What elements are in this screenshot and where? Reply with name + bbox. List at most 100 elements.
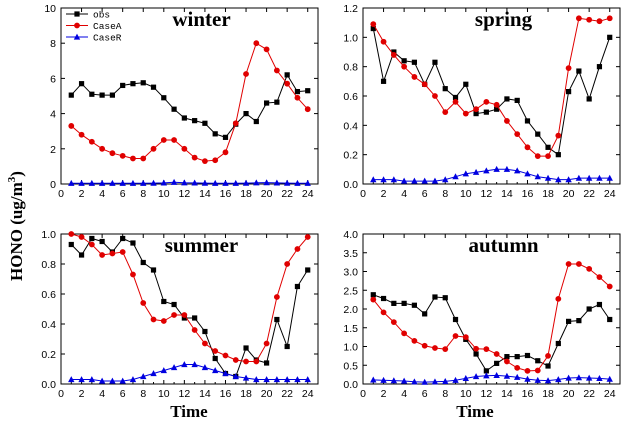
x-axis-title-left: Time — [170, 402, 208, 421]
data-point-CaseA — [370, 296, 377, 303]
x-tick-label: 0 — [360, 388, 366, 400]
series-CaseR — [68, 361, 311, 384]
data-point-CaseR — [370, 176, 377, 183]
data-point-obs — [68, 92, 74, 98]
data-point-CaseR — [88, 376, 96, 383]
x-tick-label: 16 — [522, 388, 534, 400]
data-point-obs — [524, 352, 531, 359]
data-point-CaseA — [442, 346, 449, 353]
data-point-obs — [130, 81, 136, 87]
legend-entry-CaseA: CaseA — [66, 21, 122, 32]
x-tick-label: 10 — [158, 388, 170, 400]
data-point-CaseA — [411, 337, 418, 344]
data-point-CaseR — [483, 372, 490, 379]
legend-label: CaseA — [93, 21, 122, 32]
series-line-CaseA — [372, 263, 611, 372]
data-point-obs — [140, 80, 146, 86]
x-tick-label: 4 — [99, 388, 105, 400]
data-point-CaseA — [232, 120, 239, 127]
data-point-CaseR — [585, 174, 593, 181]
data-point-CaseR — [273, 179, 281, 186]
data-point-obs — [576, 318, 582, 324]
x-tick-label: 16 — [220, 388, 232, 400]
y-tick-label: 4.0 — [343, 229, 358, 241]
data-point-CaseR — [191, 179, 198, 186]
data-point-CaseA — [130, 155, 136, 162]
data-point-CaseR — [294, 179, 301, 186]
panel-spring: 0 2 4 6 8 10 12 14 16 18 20 22 240.00.20.40.60.81.01… — [343, 3, 621, 200]
legend-label: obs — [93, 10, 110, 21]
data-point-CaseR — [242, 179, 250, 186]
data-point-CaseA — [130, 271, 136, 278]
data-point-CaseR — [596, 174, 603, 181]
data-point-CaseA — [68, 123, 75, 129]
data-point-obs — [78, 252, 85, 258]
data-point-CaseR — [452, 173, 459, 180]
series-line-CaseA — [372, 17, 610, 157]
data-point-CaseA — [524, 367, 531, 374]
y-tick-label: 10 — [44, 3, 56, 15]
data-point-obs — [514, 354, 520, 360]
data-point-obs — [607, 34, 613, 40]
data-point-CaseA — [514, 364, 521, 371]
data-point-CaseR — [555, 376, 562, 383]
x-tick-label: 4 — [99, 188, 105, 200]
data-point-CaseR — [191, 361, 198, 368]
data-point-CaseA — [150, 316, 157, 323]
data-point-CaseR — [150, 370, 157, 377]
data-point-CaseA — [263, 340, 270, 347]
data-point-obs — [99, 238, 105, 245]
y-tick-label: 0.0 — [343, 179, 358, 191]
data-point-obs — [161, 298, 167, 305]
x-tick-label: 16 — [220, 188, 232, 200]
legend-marker — [73, 33, 81, 40]
data-point-CaseA — [504, 358, 510, 365]
series-line-CaseR — [373, 374, 610, 383]
x-tick-label: 6 — [120, 388, 126, 400]
x-tick-label: 14 — [199, 188, 211, 200]
y-tick-label: 0.2 — [343, 150, 358, 162]
data-point-CaseR — [555, 176, 562, 183]
data-point-CaseA — [493, 101, 500, 108]
series-CaseR — [370, 165, 613, 184]
data-point-obs — [483, 109, 489, 115]
data-point-obs — [391, 300, 397, 306]
data-point-obs — [370, 292, 376, 298]
data-point-obs — [432, 59, 438, 65]
data-point-obs — [566, 318, 572, 324]
x-tick-label: 20 — [563, 388, 575, 400]
y-axis-title: HONO (ug/m3) — [6, 171, 26, 281]
data-point-obs — [294, 283, 301, 290]
data-point-CaseA — [191, 154, 198, 161]
legend-entry-obs: obs — [66, 10, 110, 21]
data-point-CaseR — [503, 372, 511, 379]
y-tick-label: 0.2 — [41, 349, 56, 361]
data-point-CaseA — [483, 346, 490, 353]
x-tick-label: 18 — [542, 188, 554, 200]
legend-entry-CaseR: CaseR — [66, 33, 122, 44]
data-point-CaseA — [575, 15, 582, 22]
series-obs — [370, 25, 613, 158]
data-point-CaseA — [160, 318, 167, 324]
data-point-CaseA — [586, 265, 593, 272]
data-point-CaseR — [390, 377, 398, 384]
data-point-obs — [130, 240, 136, 246]
data-point-CaseR — [431, 177, 439, 184]
data-point-obs — [422, 311, 428, 317]
data-point-CaseA — [191, 327, 198, 333]
data-point-CaseA — [555, 295, 562, 302]
data-point-obs — [89, 235, 95, 242]
data-point-CaseA — [596, 274, 603, 281]
data-point-CaseA — [119, 152, 126, 159]
data-point-obs — [452, 94, 459, 101]
data-point-CaseA — [401, 330, 408, 337]
data-point-obs — [596, 64, 603, 70]
data-point-CaseA — [119, 249, 126, 255]
series-line-CaseR — [71, 364, 308, 382]
y-tick-label: 6 — [50, 73, 56, 85]
data-point-CaseR — [483, 167, 490, 174]
data-point-CaseR — [390, 176, 398, 183]
data-point-obs — [535, 358, 541, 364]
x-tick-label: 2 — [79, 388, 85, 400]
